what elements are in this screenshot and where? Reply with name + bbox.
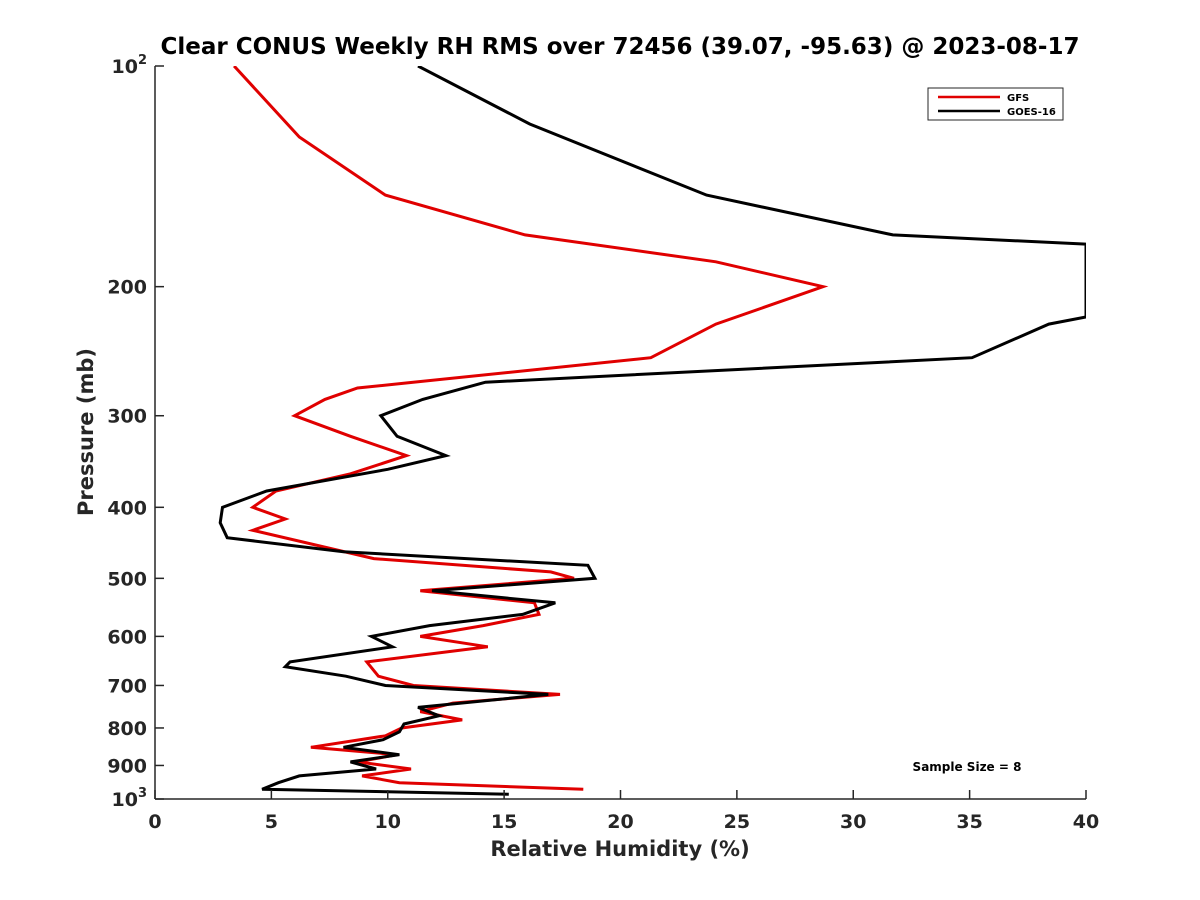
x-tick-label: 0 [148,811,161,833]
plot-background [155,66,1086,799]
series-layer [218,66,1086,796]
x-tick-label: 25 [724,811,750,833]
plot-area [154,66,1086,800]
y-tick-base: 10 [112,789,138,811]
x-tick-label: 15 [491,811,517,833]
legend-box [927,87,1064,121]
y-tick-label: 800 [107,718,147,740]
y-tick-base: 300 [107,406,147,428]
x-axis-ticks: 0 5 10 15 20 25 30 35 40 [148,790,1099,833]
y-tick-exponent: 3 [138,786,147,801]
legend-label: GOES-16 [1007,107,1056,118]
y-tick-base: 500 [107,568,147,590]
legend-items: GFS GOES-16 [938,93,1056,118]
y-tick-label: 900 [107,755,147,777]
y-tick-base: 700 [107,675,147,697]
y-tick-base: 200 [107,277,147,299]
legend: GFS GOES-16 [927,87,1064,121]
y-tick-label: 300 [107,406,147,428]
x-tick-label: 30 [840,811,866,833]
y-tick-label: 200 [107,277,147,299]
y-tick-base: 800 [107,718,147,740]
x-tick-label: 5 [265,811,278,833]
series-line-goes-16 [218,66,1086,796]
y-tick-label: 600 [107,626,147,648]
x-tick-label: 10 [375,811,401,833]
y-tick-base: 400 [107,497,147,519]
x-axis-label: Relative Humidity (%) [490,837,749,861]
series-line-gfs [232,66,829,791]
y-tick-base: 10 [112,56,138,78]
y-tick-label: 103 [112,786,148,811]
y-tick-label: 700 [107,675,147,697]
y-tick-label: 102 [112,53,148,78]
sample-size-annotation: Sample Size = 8 [913,760,1022,774]
x-tick-label: 35 [956,811,982,833]
y-tick-exponent: 2 [138,53,147,68]
y-tick-base: 900 [107,755,147,777]
y-tick-label: 400 [107,497,147,519]
legend-label: GFS [1007,93,1029,104]
x-tick-label: 40 [1073,811,1099,833]
y-tick-label: 500 [107,568,147,590]
y-axis-label: Pressure (mb) [74,348,98,516]
chart-title: Clear CONUS Weekly RH RMS over 72456 (39… [161,34,1080,60]
x-tick-label: 20 [607,811,633,833]
y-tick-base: 600 [107,626,147,648]
